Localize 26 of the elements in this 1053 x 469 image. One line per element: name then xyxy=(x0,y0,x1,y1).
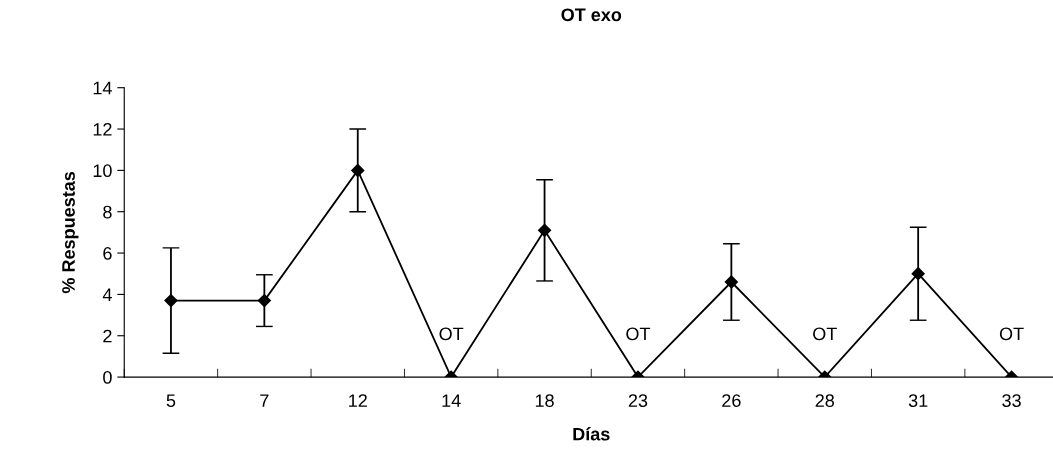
annotation: OT xyxy=(999,327,1024,341)
x-tick-label: 12 xyxy=(349,394,367,407)
y-axis-title: % Respuestas xyxy=(62,171,79,294)
y-tick-label: 4 xyxy=(102,288,112,301)
annotation: OT xyxy=(813,327,837,341)
x-tick-label: 33 xyxy=(1002,394,1021,408)
annotation: OT xyxy=(626,327,651,341)
y-tick-label: 12 xyxy=(93,122,112,136)
x-tick-label: 23 xyxy=(628,394,648,408)
x-axis-title: Días xyxy=(573,427,610,441)
x-tick-label: 7 xyxy=(260,394,269,407)
annotation: OT xyxy=(439,327,464,341)
y-tick-label: 14 xyxy=(93,81,112,95)
chart-title: OT exo xyxy=(561,8,622,22)
x-tick-label: 18 xyxy=(535,394,554,408)
x-tick-label: 28 xyxy=(815,394,835,408)
point xyxy=(537,223,552,237)
y-tick-label: 6 xyxy=(103,246,112,260)
y-tick-label: 0 xyxy=(103,371,112,384)
x-tick-label: 26 xyxy=(722,394,741,408)
x-tick-label: 31 xyxy=(908,394,928,408)
y-tick-label: 10 xyxy=(93,164,112,178)
x-tick-label: 14 xyxy=(442,394,461,407)
x-tick-label: 5 xyxy=(166,394,176,408)
y-tick-label: 2 xyxy=(103,329,112,343)
y-tick-label: 8 xyxy=(103,205,112,219)
